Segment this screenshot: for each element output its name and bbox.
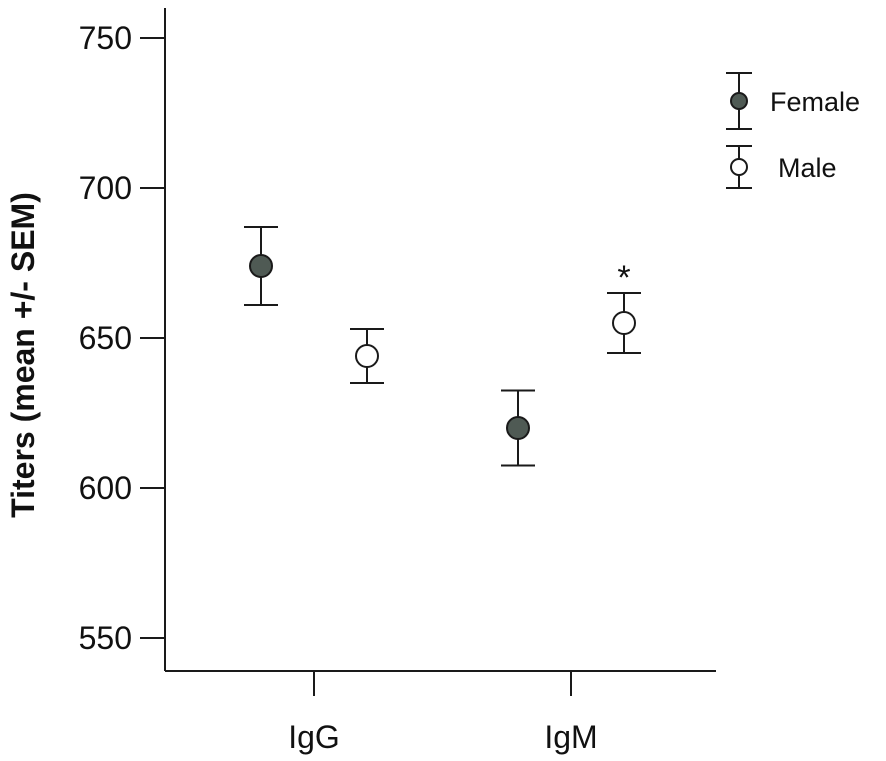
legend-item: Female	[726, 72, 860, 130]
legend-marker	[730, 158, 748, 176]
data-point	[355, 344, 379, 368]
y-tick-label: 600	[79, 470, 132, 506]
significance-marker: *	[617, 259, 630, 297]
y-axis: 550 600 650 700 750	[79, 8, 166, 671]
legend-label: Female	[770, 87, 860, 117]
y-tick-label: 750	[79, 20, 132, 56]
y-tick-label: 700	[79, 170, 132, 206]
error-bar-point	[244, 226, 278, 306]
x-axis: IgG IgM	[165, 670, 716, 755]
error-bar-point	[607, 292, 641, 354]
x-tick-label: IgG	[288, 719, 340, 755]
data-marks: *	[244, 226, 641, 467]
data-point	[612, 311, 636, 335]
legend-marker	[730, 92, 748, 110]
error-bar-point	[350, 328, 384, 384]
legend: Female Male	[726, 72, 860, 189]
legend-label: Male	[778, 153, 837, 183]
y-tick-label: 550	[79, 620, 132, 656]
y-axis-label: Titers (mean +/- SEM)	[5, 192, 41, 518]
data-point	[506, 416, 530, 440]
x-tick-label: IgM	[544, 719, 597, 755]
legend-item: Male	[726, 145, 837, 189]
error-bar-point	[501, 389, 535, 467]
data-point	[249, 254, 273, 278]
y-tick-label: 650	[79, 320, 132, 356]
